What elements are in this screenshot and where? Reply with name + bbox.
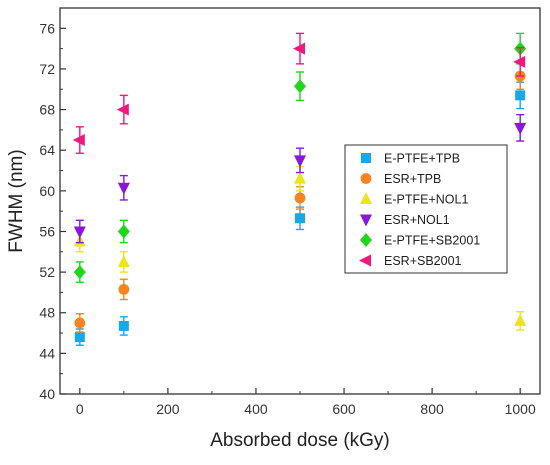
legend-label: E-PTFE+TPB [384,152,460,166]
y-axis-title: FWHM (nm) [6,149,27,252]
legend-label: E-PTFE+SB2001 [384,234,480,248]
y-tick-label: 76 [39,20,55,36]
data-point [117,182,130,195]
legend-marker [360,214,372,227]
data-point [514,122,527,135]
x-tick-label: 800 [420,401,444,417]
legend-box [344,144,508,274]
series-5 [72,32,526,154]
legend-marker [360,192,372,204]
legend-item: ESR+TPB [360,172,441,186]
y-tick-label: 64 [39,142,55,158]
y-tick-label: 40 [39,386,55,402]
x-axis-title: Absorbed dose (kGy) [210,430,390,451]
data-point [515,90,526,101]
x-tick-label: 0 [76,401,84,417]
x-tick-label: 400 [244,401,268,417]
legend-item: E-PTFE+TPB [361,152,460,166]
data-point [514,313,527,326]
legend-item: E-PTFE+NOL1 [360,192,468,207]
legend-item: E-PTFE+SB2001 [360,233,480,248]
legend-item: ESR+SB2001 [359,254,462,268]
y-tick-label: 68 [39,102,55,118]
series-3 [73,113,527,244]
data-point [295,213,305,224]
legend: E-PTFE+TPB ESR+TPB E-PTFE+NOL1 ESR+NOL1 E-PT… [344,144,508,274]
legend-label: ESR+SB2001 [384,254,462,268]
x-tick-label: 200 [156,401,180,417]
x-tick-label: 1000 [505,401,536,417]
data-point [74,317,86,329]
x-tick-label: 600 [332,401,356,417]
data-point [72,134,85,147]
legend-marker [359,254,371,267]
y-tick-label: 72 [39,61,55,77]
series-4 [73,32,527,283]
series-2 [73,165,527,331]
legend-marker [360,233,372,247]
data-point [117,254,130,267]
legend-label: E-PTFE+NOL1 [384,193,468,207]
data-point [117,224,130,239]
legend-marker [361,153,371,163]
data-point [294,79,306,94]
legend-item: ESR+NOL1 [360,213,450,227]
legend-label: ESR+NOL1 [384,213,450,227]
legend-label: ESR+TPB [384,172,441,186]
data-point [74,332,85,343]
y-tick-label: 52 [39,264,55,280]
data-point [73,265,86,280]
data-point [118,283,130,295]
y-tick-label: 48 [39,305,55,321]
chart-marks [72,32,527,346]
y-tick-label: 44 [39,345,55,361]
data-point [513,55,526,68]
y-tick-label: 56 [39,223,55,239]
legend-marker [360,173,372,184]
axis-ticks: 0 200 400 600 800 1000 40 44 48 52 56 60 64 68 72 76 [39,7,536,417]
y-tick-label: 60 [39,183,55,199]
data-point [116,103,129,116]
data-point [293,42,305,55]
data-point [73,226,86,239]
data-point [294,192,306,204]
data-point [294,171,306,184]
data-point [118,320,129,331]
data-point [294,155,306,168]
